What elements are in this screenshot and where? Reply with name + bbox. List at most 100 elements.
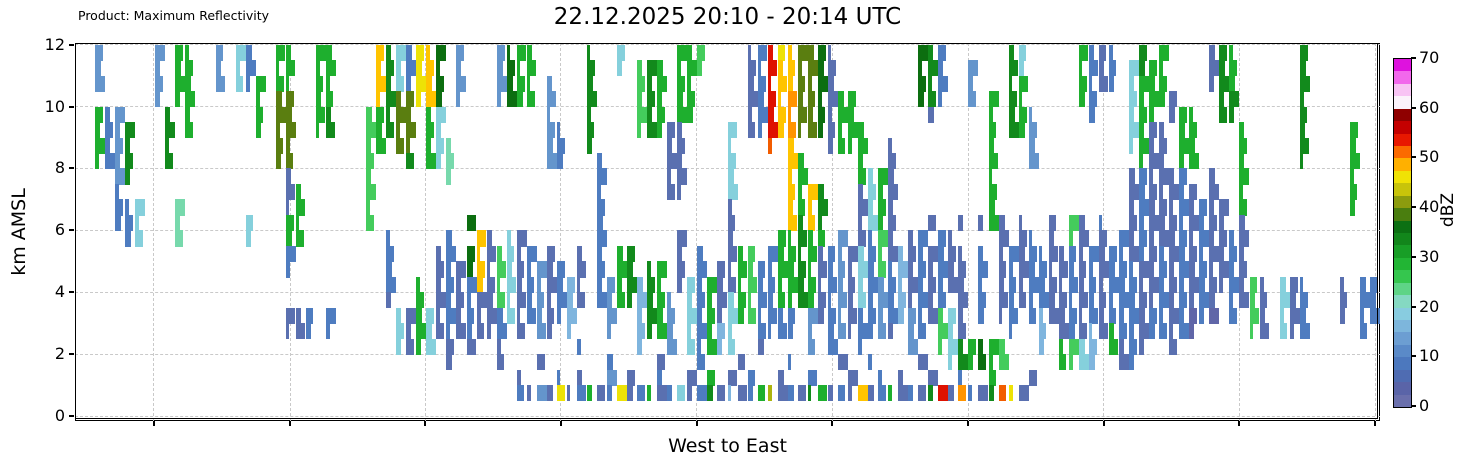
reflectivity-cell: [546, 261, 553, 278]
reflectivity-cell: [105, 106, 110, 123]
reflectivity-cell: [747, 245, 756, 263]
reflectivity-cell: [1139, 75, 1150, 92]
reflectivity-cell: [787, 214, 798, 232]
reflectivity-cell: [787, 60, 796, 77]
reflectivity-cell: [938, 75, 948, 92]
reflectivity-cell: [727, 276, 736, 293]
reflectivity-cell: [476, 245, 481, 263]
reflectivity-cell: [566, 292, 573, 309]
reflectivity-cell: [165, 152, 174, 170]
reflectivity-cell: [797, 106, 808, 123]
reflectivity-cell: [988, 385, 994, 402]
reflectivity-cell: [125, 199, 129, 216]
reflectivity-cell: [446, 261, 451, 278]
reflectivity-cell: [1149, 60, 1158, 77]
reflectivity-cell: [486, 245, 497, 263]
reflectivity-cell: [878, 183, 883, 201]
colorbar-tick: [1411, 57, 1416, 59]
reflectivity-cell: [667, 152, 677, 170]
reflectivity-cell: [1339, 307, 1345, 324]
x-axis-tick: [152, 421, 155, 426]
reflectivity-cell: [1279, 323, 1288, 340]
reflectivity-cell: [1078, 276, 1084, 293]
reflectivity-cell: [586, 60, 595, 77]
reflectivity-cell: [516, 230, 527, 247]
reflectivity-cell: [1139, 137, 1149, 154]
reflectivity-cell: [1129, 214, 1137, 232]
reflectivity-cell: [817, 214, 823, 232]
reflectivity-cell: [787, 230, 792, 247]
reflectivity-cell: [1139, 214, 1144, 232]
reflectivity-cell: [767, 91, 776, 108]
reflectivity-cell: [787, 44, 793, 61]
reflectivity-cell: [396, 323, 404, 340]
reflectivity-cell: [1239, 122, 1244, 139]
reflectivity-cell: [868, 307, 876, 324]
reflectivity-cell: [687, 106, 694, 123]
reflectivity-cell: [1169, 106, 1176, 123]
reflectivity-cell: [1078, 338, 1085, 355]
reflectivity-cell: [1149, 183, 1158, 201]
reflectivity-cell: [436, 91, 443, 108]
reflectivity-cell: [938, 307, 944, 324]
reflectivity-cell: [928, 245, 939, 263]
reflectivity-cell: [717, 292, 728, 309]
reflectivity-cell: [637, 122, 641, 139]
reflectivity-cell: [1098, 307, 1104, 324]
reflectivity-cell: [1038, 323, 1047, 340]
reflectivity-cell: [255, 122, 261, 139]
reflectivity-cell: [576, 338, 582, 355]
reflectivity-cell: [255, 75, 266, 92]
reflectivity-cell: [757, 385, 766, 402]
reflectivity-cell: [396, 338, 402, 355]
reflectivity-cell: [918, 354, 929, 371]
reflectivity-cell: [667, 137, 673, 154]
reflectivity-cell: [1149, 307, 1158, 324]
reflectivity-cell: [135, 199, 145, 216]
colorbar-band: [1394, 207, 1411, 221]
reflectivity-cell: [1068, 276, 1079, 293]
reflectivity-cell: [285, 60, 296, 77]
reflectivity-cell: [597, 230, 608, 247]
reflectivity-cell: [928, 91, 937, 108]
reflectivity-cell: [315, 106, 326, 123]
reflectivity-cell: [1048, 292, 1055, 309]
reflectivity-cell: [958, 245, 962, 263]
reflectivity-cell: [817, 60, 824, 77]
reflectivity-cell: [727, 137, 731, 154]
reflectivity-cell: [898, 276, 902, 293]
reflectivity-cell: [506, 245, 515, 263]
reflectivity-cell: [958, 307, 963, 324]
reflectivity-cell: [315, 60, 321, 77]
reflectivity-cell: [787, 122, 796, 139]
reflectivity-cell: [426, 122, 434, 139]
reflectivity-cell: [1139, 183, 1146, 201]
reflectivity-cell: [1018, 292, 1027, 309]
reflectivity-cell: [406, 91, 414, 108]
reflectivity-cell: [406, 122, 416, 139]
reflectivity-cell: [707, 338, 717, 355]
reflectivity-cell: [948, 261, 955, 278]
reflectivity-cell: [1108, 245, 1117, 263]
reflectivity-cell: [1179, 137, 1190, 154]
colorbar-band: [1394, 394, 1411, 407]
reflectivity-cell: [436, 106, 447, 123]
reflectivity-cell: [1209, 307, 1220, 324]
colorbar-tick-label: 20: [1419, 296, 1440, 316]
reflectivity-cell: [858, 307, 864, 324]
reflectivity-cell: [1179, 245, 1186, 263]
reflectivity-cell: [546, 152, 557, 170]
reflectivity-cell: [1119, 230, 1129, 247]
reflectivity-cell: [918, 323, 927, 340]
reflectivity-cell: [928, 75, 932, 92]
reflectivity-cell: [797, 168, 808, 185]
reflectivity-cell: [747, 292, 752, 309]
reflectivity-cell: [546, 385, 553, 402]
reflectivity-cell: [637, 292, 648, 309]
reflectivity-cell: [125, 214, 134, 232]
vertical-gridline: [424, 43, 426, 421]
reflectivity-cell: [868, 199, 874, 216]
reflectivity-cell: [677, 152, 683, 170]
reflectivity-cell: [1129, 230, 1135, 247]
reflectivity-cell: [446, 354, 453, 371]
